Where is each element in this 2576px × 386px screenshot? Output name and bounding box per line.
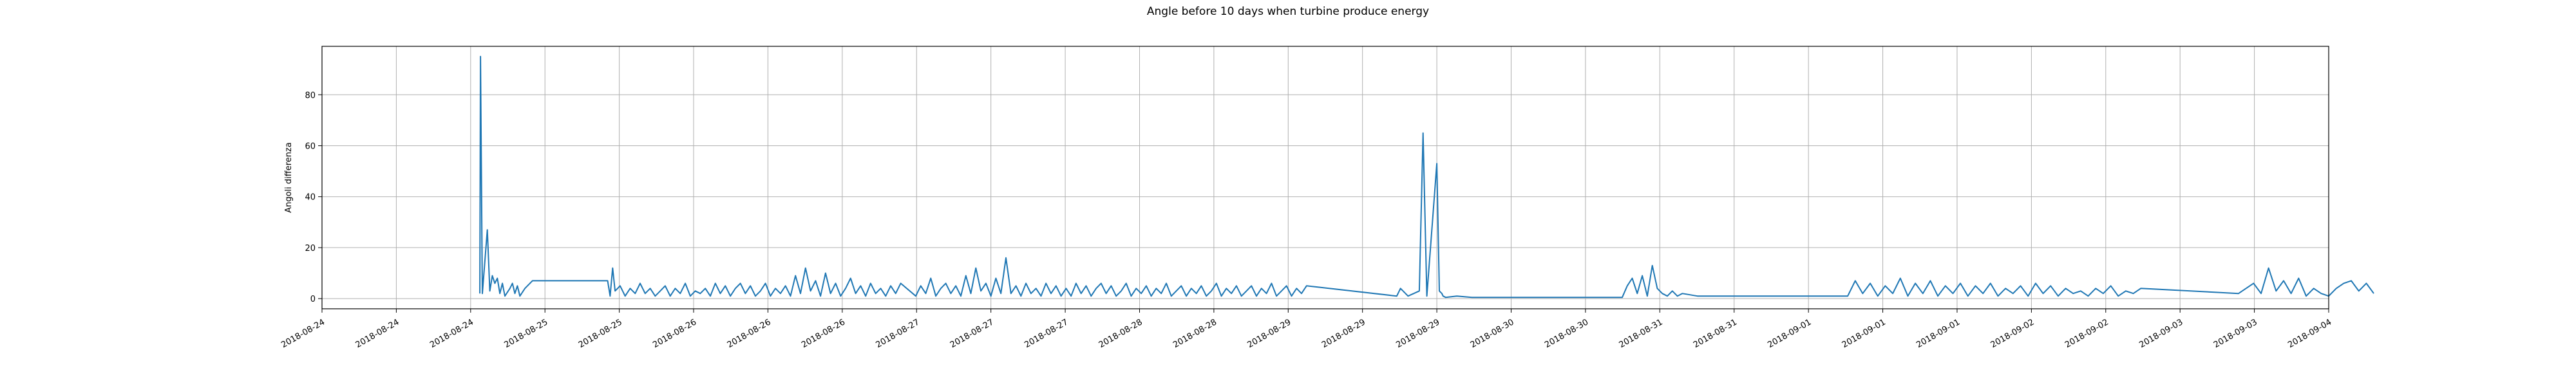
x-tick-label: 2018-09-01 xyxy=(1915,317,1962,350)
x-tick-label: 2018-08-26 xyxy=(800,317,847,350)
x-tick-label: 2018-08-31 xyxy=(1618,317,1665,350)
x-tick-label: 2018-09-02 xyxy=(2063,317,2110,350)
x-tick-label: 2018-08-27 xyxy=(1023,317,1070,350)
y-axis-label: Angoli differenza xyxy=(284,142,294,213)
y-tick-label: 20 xyxy=(305,244,316,253)
y-tick-label: 0 xyxy=(310,295,316,304)
plot-area-frame xyxy=(321,46,2329,309)
x-tick-label: 2018-09-04 xyxy=(2286,317,2333,350)
x-tick-label: 2018-08-29 xyxy=(1246,317,1293,350)
x-axis: 2018-08-24 2018-08-24 2018-08-24 2018-08-25… xyxy=(279,309,2333,350)
x-tick-label: 2018-09-03 xyxy=(2212,317,2259,350)
x-tick-label: 2018-08-29 xyxy=(1394,317,1441,350)
x-tick-label: 2018-08-24 xyxy=(428,317,475,350)
x-tick-label: 2018-08-26 xyxy=(651,317,698,350)
x-tick-label: 2018-08-24 xyxy=(279,317,327,350)
x-tick-label: 2018-09-01 xyxy=(1766,317,1813,350)
y-axis: 0 20 40 60 80 xyxy=(305,91,322,304)
grid xyxy=(321,46,2329,309)
x-tick-label: 2018-08-30 xyxy=(1543,317,1590,350)
series-line xyxy=(479,55,2374,299)
x-tick-label: 2018-08-28 xyxy=(1097,317,1144,350)
x-tick-label: 2018-08-25 xyxy=(502,317,549,350)
x-tick-label: 2018-08-25 xyxy=(577,317,624,350)
x-tick-label: 2018-08-28 xyxy=(1171,317,1218,350)
x-tick-label: 2018-08-27 xyxy=(875,317,922,350)
x-tick-label: 2018-08-31 xyxy=(1692,317,1739,350)
x-tick-label: 2018-08-29 xyxy=(1320,317,1367,350)
y-tick-label: 60 xyxy=(305,142,316,151)
x-tick-label: 2018-08-30 xyxy=(1469,317,1516,350)
x-tick-label: 2018-09-03 xyxy=(2137,317,2184,350)
x-tick-label: 2018-08-24 xyxy=(354,317,401,350)
x-tick-label: 2018-09-01 xyxy=(1841,317,1888,350)
chart-title: Angle before 10 days when turbine produc… xyxy=(1147,5,1429,18)
x-tick-label: 2018-08-26 xyxy=(726,317,773,350)
x-tick-label: 2018-09-02 xyxy=(1989,317,2036,350)
y-tick-label: 80 xyxy=(305,91,316,100)
x-tick-label: 2018-08-27 xyxy=(949,317,996,350)
y-tick-label: 40 xyxy=(305,193,316,203)
